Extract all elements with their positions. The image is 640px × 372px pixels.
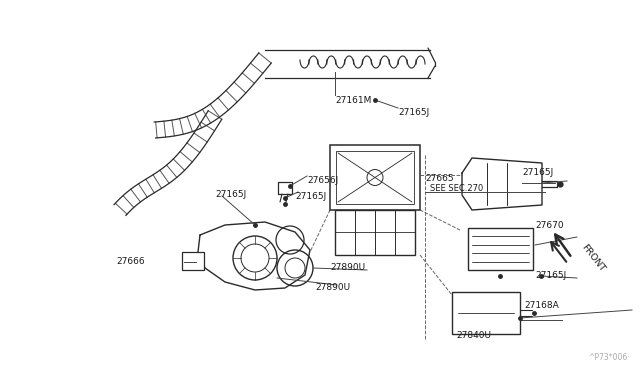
Bar (336, 151, 414, 204)
Text: 27890U: 27890U (315, 283, 350, 292)
Bar (335, 210, 415, 255)
Bar (468, 228, 533, 270)
Text: 27165J: 27165J (522, 167, 553, 176)
Text: ^P73*006·: ^P73*006· (588, 353, 630, 362)
Text: SEE SEC.270: SEE SEC.270 (430, 183, 483, 192)
Bar (452, 292, 520, 334)
Text: 27165J: 27165J (398, 108, 429, 116)
Text: 27840U: 27840U (456, 330, 491, 340)
Text: 27165J: 27165J (535, 270, 566, 279)
Bar (330, 145, 420, 210)
Text: 27168A: 27168A (524, 301, 559, 311)
Text: 27161M: 27161M (335, 96, 371, 105)
Text: 27665: 27665 (425, 173, 454, 183)
Text: FRONT: FRONT (580, 243, 607, 273)
Text: 27165J: 27165J (215, 189, 246, 199)
Text: 27666: 27666 (116, 257, 145, 266)
Text: 27656J: 27656J (307, 176, 339, 185)
Text: 27165J: 27165J (295, 192, 326, 201)
Text: 27890U: 27890U (330, 263, 365, 273)
Bar (182, 252, 204, 270)
Text: 27670: 27670 (535, 221, 564, 230)
